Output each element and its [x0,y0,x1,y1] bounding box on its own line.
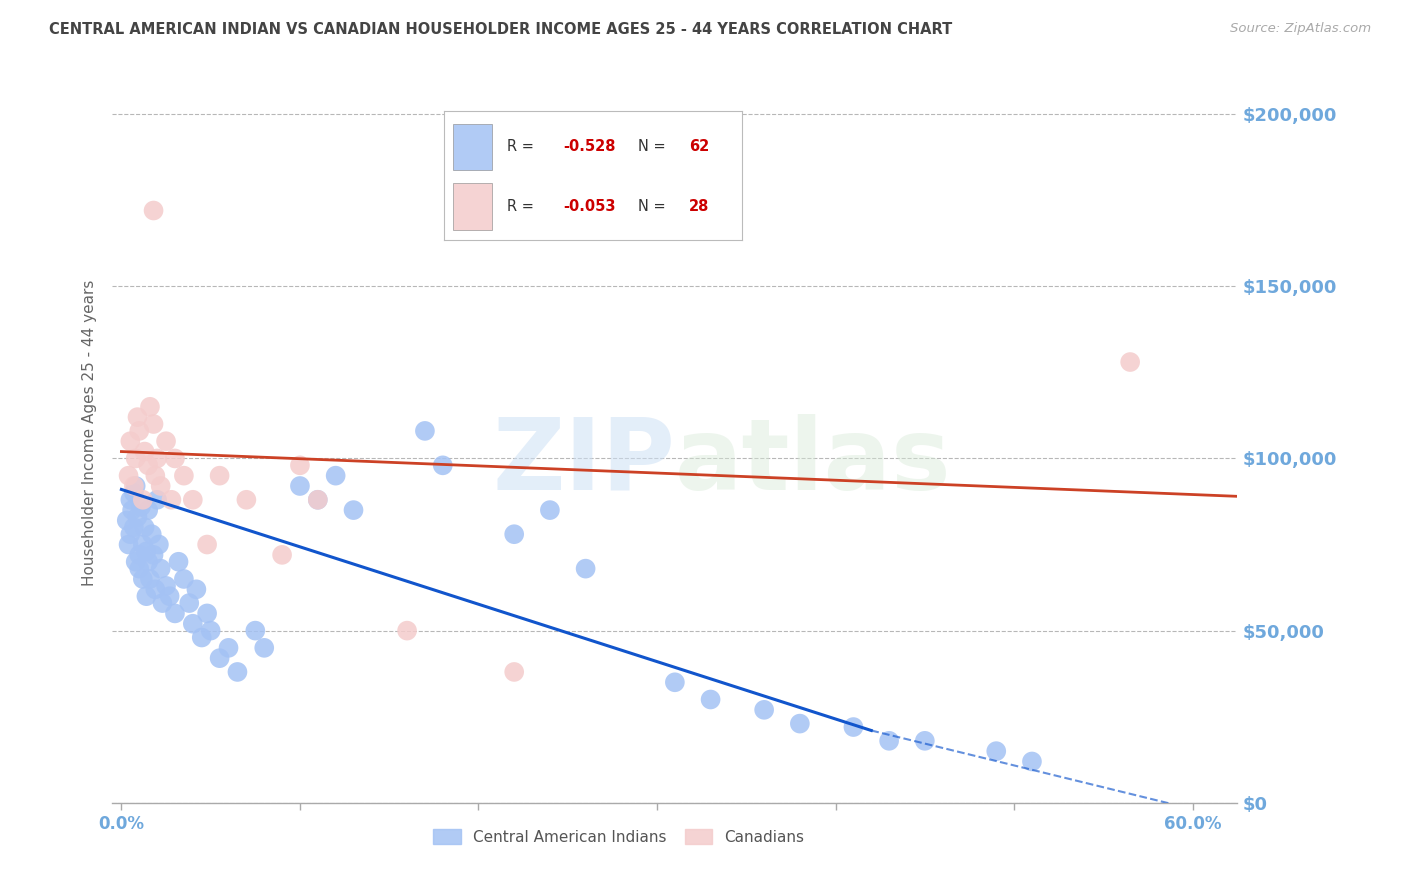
Point [173,572,195,586]
Point [190,631,212,645]
Point [396,624,419,638]
Point [141,527,163,541]
Point [575,561,598,575]
Point [115,513,138,527]
Point [163,607,186,621]
Point [146,451,169,466]
Point [235,492,257,507]
Point [148,537,170,551]
Point [271,548,294,562]
Point [125,451,148,466]
Text: Source: ZipAtlas.com: Source: ZipAtlas.com [1230,22,1371,36]
Point [146,492,169,507]
Point [155,579,177,593]
Point [136,503,159,517]
Point [121,503,143,517]
Point [132,572,155,586]
Point [288,458,311,473]
Point [163,451,186,466]
Point [179,596,201,610]
Point [167,555,190,569]
Text: ZIP: ZIP [492,414,675,511]
Point [149,561,172,575]
Point [664,675,686,690]
Point [1021,755,1043,769]
Point [127,510,149,524]
Point [195,607,218,621]
Point [245,624,267,638]
Point [134,520,156,534]
Point [159,589,181,603]
Point [789,716,811,731]
Point [503,665,526,679]
Point [986,744,1008,758]
Point [325,468,347,483]
Point [186,582,208,597]
Point [135,589,157,603]
Point [200,624,222,638]
Point [139,572,162,586]
Point [307,492,329,507]
Point [134,444,156,458]
Legend: Central American Indians, Canadians: Central American Indians, Canadians [427,823,810,851]
Point [117,537,139,551]
Point [699,692,721,706]
Point [195,537,218,551]
Point [122,520,145,534]
Point [132,537,155,551]
Point [226,665,249,679]
Point [538,503,561,517]
Point [1119,355,1142,369]
Point [117,468,139,483]
Point [143,582,166,597]
Point [413,424,436,438]
Point [128,424,150,438]
Point [432,458,454,473]
Point [877,734,900,748]
Text: atlas: atlas [675,414,952,511]
Point [135,544,157,558]
Text: CENTRAL AMERICAN INDIAN VS CANADIAN HOUSEHOLDER INCOME AGES 25 - 44 YEARS CORREL: CENTRAL AMERICAN INDIAN VS CANADIAN HOUS… [49,22,952,37]
Point [122,486,145,500]
Point [307,492,329,507]
Point [132,492,155,507]
Point [914,734,936,748]
Y-axis label: Householder Income Ages 25 - 44 years: Householder Income Ages 25 - 44 years [82,279,97,586]
Point [136,555,159,569]
Point [155,434,177,449]
Point [181,616,204,631]
Point [128,548,150,562]
Point [503,527,526,541]
Point [120,434,142,449]
Point [288,479,311,493]
Point [181,492,204,507]
Point [127,410,149,425]
Point [143,468,166,483]
Point [129,500,152,514]
Point [218,640,240,655]
Point [142,548,165,562]
Point [125,479,148,493]
Point [139,400,162,414]
Point [342,503,364,517]
Point [142,203,165,218]
Point [208,651,231,665]
Point [125,555,148,569]
Point [128,561,150,575]
Point [160,492,183,507]
Point [842,720,865,734]
Point [142,417,165,431]
Point [208,468,231,483]
Point [149,479,172,493]
Point [253,640,276,655]
Point [173,468,195,483]
Point [120,527,142,541]
Point [122,479,145,493]
Point [152,596,174,610]
Point [120,492,142,507]
Point [752,703,775,717]
Point [136,458,159,473]
